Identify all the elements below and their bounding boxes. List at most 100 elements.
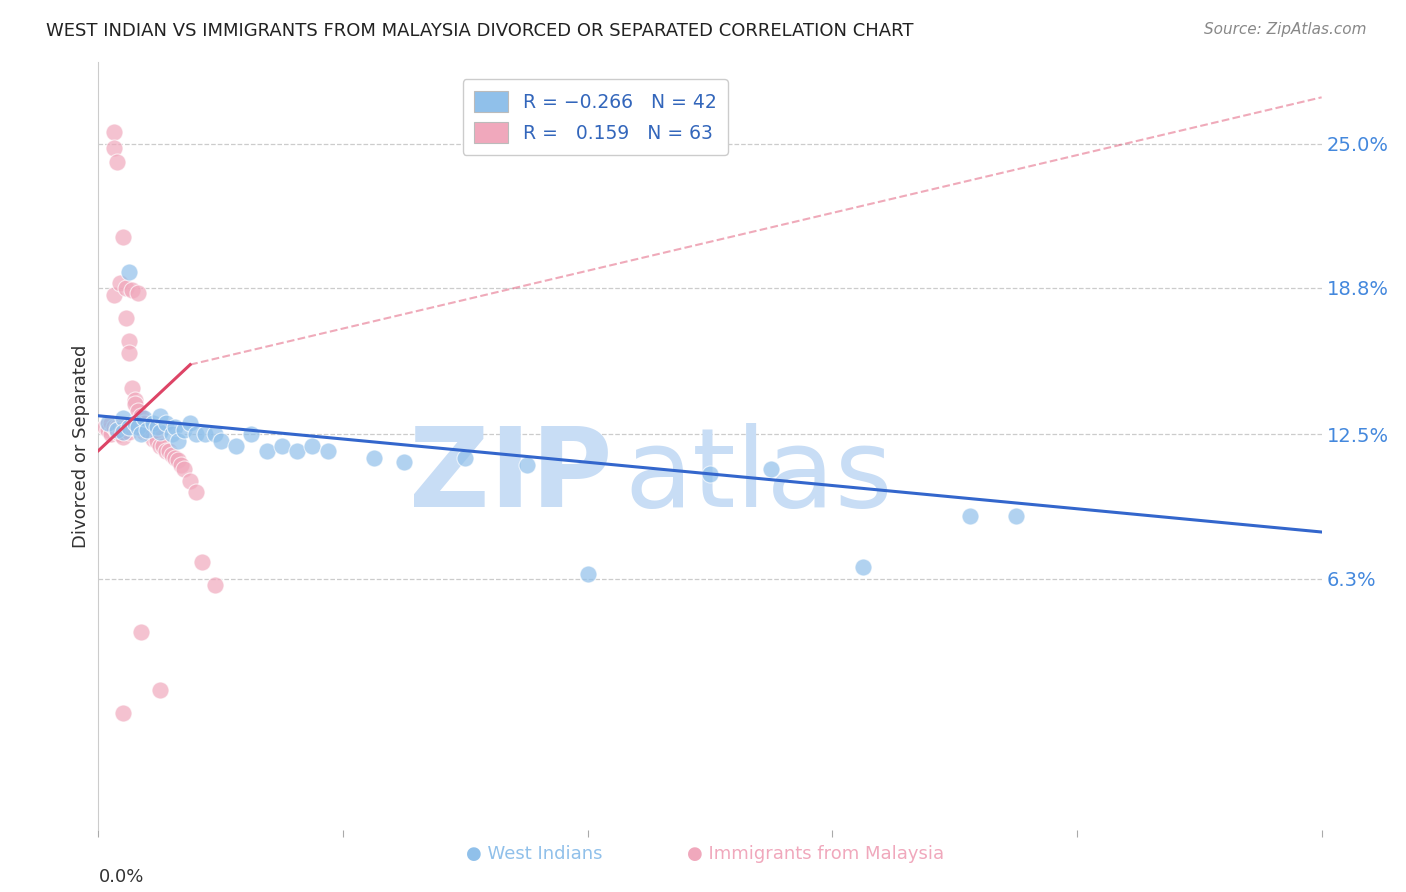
Point — [209, 434, 232, 449]
Point — [149, 420, 172, 434]
Point — [576, 566, 599, 581]
Point — [163, 420, 186, 434]
Point — [204, 427, 226, 442]
Point — [100, 416, 122, 430]
Y-axis label: Divorced or Separated: Divorced or Separated — [72, 344, 90, 548]
Point — [111, 425, 134, 439]
Point — [118, 420, 141, 434]
Point — [145, 420, 167, 434]
Point — [115, 281, 138, 295]
Point — [204, 578, 226, 592]
Point — [103, 288, 125, 302]
Point — [301, 439, 323, 453]
Point — [759, 462, 782, 476]
Point — [516, 458, 538, 472]
Point — [129, 624, 152, 639]
Point — [111, 706, 134, 721]
Point — [124, 416, 146, 430]
Point — [142, 427, 165, 442]
Point — [129, 420, 152, 434]
Point — [852, 560, 875, 574]
Point — [316, 443, 339, 458]
Point — [136, 425, 159, 439]
Point — [118, 420, 141, 434]
Point — [363, 450, 385, 465]
Point — [124, 397, 146, 411]
Point — [127, 420, 149, 434]
Point — [115, 311, 138, 326]
Point — [111, 420, 134, 434]
Point — [959, 508, 981, 523]
Point — [108, 277, 131, 291]
Point — [118, 334, 141, 349]
Point — [454, 450, 477, 465]
Point — [124, 420, 146, 434]
Point — [111, 425, 134, 439]
Point — [186, 485, 208, 500]
Point — [142, 416, 165, 430]
Point — [136, 423, 159, 437]
Point — [121, 381, 143, 395]
Point — [103, 141, 125, 155]
Point — [155, 416, 177, 430]
Point — [149, 683, 172, 698]
Text: atlas: atlas — [624, 423, 893, 530]
Point — [160, 448, 183, 462]
Point — [392, 455, 416, 469]
Point — [152, 439, 174, 453]
Point — [108, 427, 131, 442]
Point — [179, 474, 201, 488]
Point — [111, 411, 134, 425]
Point — [194, 427, 217, 442]
Point — [93, 420, 115, 434]
Point — [97, 423, 120, 437]
Point — [139, 427, 162, 442]
Point — [115, 420, 138, 434]
Text: ● West Indians: ● West Indians — [465, 846, 603, 863]
Point — [149, 409, 172, 423]
Point — [134, 416, 156, 430]
Point — [256, 443, 278, 458]
Point — [285, 443, 308, 458]
Point — [134, 420, 156, 434]
Point — [134, 411, 156, 425]
Point — [149, 439, 172, 453]
Point — [105, 420, 128, 434]
Point — [105, 423, 128, 437]
Point — [173, 423, 195, 437]
Point — [105, 155, 128, 169]
Point — [1004, 508, 1026, 523]
Point — [145, 434, 167, 449]
Text: ZIP: ZIP — [409, 423, 612, 530]
Point — [103, 420, 125, 434]
Point — [129, 409, 152, 423]
Point — [163, 450, 186, 465]
Text: ● Immigrants from Malaysia: ● Immigrants from Malaysia — [688, 846, 943, 863]
Point — [127, 404, 149, 418]
Point — [105, 425, 128, 439]
Point — [136, 420, 159, 434]
Point — [111, 430, 134, 444]
Point — [270, 439, 292, 453]
Point — [127, 420, 149, 434]
Point — [225, 439, 247, 453]
Point — [149, 425, 172, 439]
Point — [108, 420, 131, 434]
Point — [111, 229, 134, 244]
Point — [100, 427, 122, 442]
Point — [97, 416, 120, 430]
Point — [170, 458, 193, 472]
Point — [167, 453, 190, 467]
Point — [103, 125, 125, 139]
Point — [179, 416, 201, 430]
Point — [157, 443, 180, 458]
Text: WEST INDIAN VS IMMIGRANTS FROM MALAYSIA DIVORCED OR SEPARATED CORRELATION CHART: WEST INDIAN VS IMMIGRANTS FROM MALAYSIA … — [46, 22, 914, 40]
Point — [118, 265, 141, 279]
Point — [160, 427, 183, 442]
Point — [118, 425, 141, 439]
Point — [167, 434, 190, 449]
Text: 0.0%: 0.0% — [98, 868, 143, 886]
Point — [699, 467, 721, 481]
Point — [173, 462, 195, 476]
Point — [121, 283, 143, 297]
